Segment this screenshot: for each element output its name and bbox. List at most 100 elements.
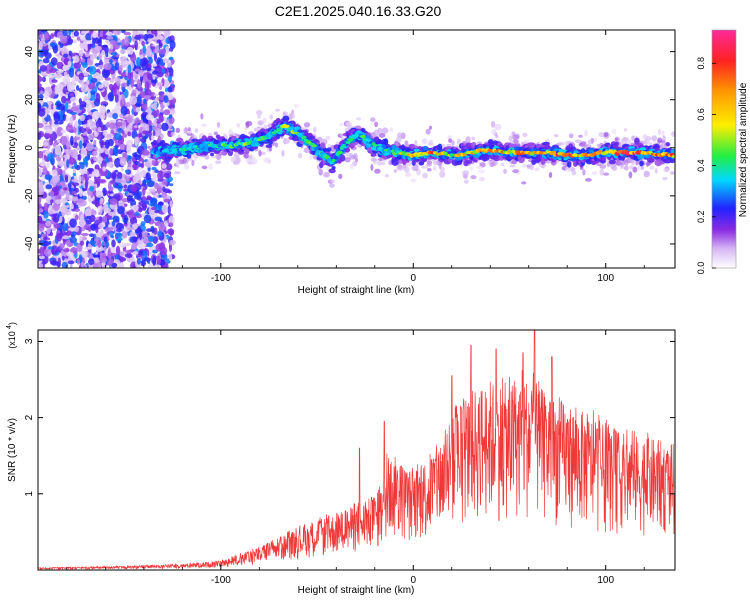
- spectrogram-cell: [95, 173, 100, 177]
- spectrogram-cell: [65, 192, 70, 200]
- spectrogram-cell: [89, 233, 95, 237]
- spectrogram-cell: [470, 175, 477, 180]
- spectrogram-cell: [134, 194, 142, 200]
- spectrogram-cell: [123, 31, 131, 36]
- spectrogram-cell: [603, 172, 610, 176]
- spectrogram-cell: [52, 175, 61, 183]
- spectrogram-cell: [158, 85, 163, 91]
- spectrogram-cell: [39, 65, 48, 72]
- spectrogram-cell: [146, 47, 153, 57]
- spectrogram-cell: [105, 121, 111, 128]
- spectrogram-cell: [245, 120, 253, 127]
- spectrogram-cell: [108, 211, 116, 216]
- spectrogram-cell: [97, 126, 102, 133]
- spectrogram-cell: [462, 170, 470, 176]
- spectrogram-cell: [183, 127, 188, 134]
- spectrogram-cell: [48, 208, 56, 214]
- spectrogram-cell: [665, 142, 670, 147]
- spectrogram-cell: [584, 129, 588, 137]
- spectrogram-cell: [93, 254, 100, 258]
- spectrogram-cell: [133, 125, 138, 129]
- spectrogram-cell: [98, 84, 104, 89]
- spectrogram-cell: [74, 214, 79, 221]
- spectrogram-cell: [79, 162, 85, 170]
- spectrogram-cell: [344, 157, 351, 163]
- spectrogram-cell: [427, 168, 432, 172]
- spectrogram-cell: [73, 55, 80, 63]
- spectrogram-cell: [110, 44, 114, 50]
- spectrogram-cell: [67, 260, 75, 265]
- spectrogram-cell: [157, 30, 163, 35]
- spectrogram-cell: [112, 113, 118, 120]
- spectrogram-cell: [184, 162, 190, 170]
- spectrogram-cell: [38, 222, 45, 232]
- spectrogram-cell: [57, 263, 61, 267]
- spectrogram-cell: [98, 211, 102, 215]
- spectrogram-cell: [70, 135, 74, 146]
- spectrogram-cell: [120, 176, 127, 187]
- spectrogram-cell: [263, 157, 271, 164]
- spectrogram-cell: [69, 218, 77, 228]
- spectrogram-cell: [146, 242, 154, 248]
- spectrogram-cell: [129, 95, 138, 105]
- spectrogram-cell: [628, 171, 633, 179]
- spectrogram-cell: [322, 172, 330, 178]
- spectrogram-cell: [47, 246, 54, 250]
- spectrogram-cell: [48, 68, 57, 73]
- spectrogram-cell: [298, 152, 303, 159]
- spectrogram-cell: [217, 121, 220, 128]
- spectrogram-cell: [51, 186, 60, 192]
- spectrogram-cell: [168, 56, 174, 61]
- spectrogram-cell: [57, 160, 66, 167]
- spectrogram-cell: [153, 118, 158, 128]
- spectrogram-cell: [120, 167, 125, 172]
- spectrogram-cell: [85, 101, 93, 111]
- spectrogram-cell: [128, 155, 132, 159]
- spectrogram-cell: [161, 122, 169, 132]
- spectrogram-cell: [71, 76, 76, 87]
- spectrogram-cell: [48, 204, 53, 210]
- spectrogram-cell: [109, 186, 114, 192]
- spectrogram-cell: [639, 160, 644, 167]
- spectrogram-cell: [121, 38, 125, 48]
- spectrogram-cell: [51, 260, 59, 266]
- spectrogram-cell: [55, 72, 63, 79]
- spectrogram-cell: [54, 199, 62, 205]
- spectrogram-cell: [258, 149, 262, 157]
- spectrogram-cell: [111, 239, 116, 248]
- spectrogram-cell: [102, 44, 108, 48]
- spectrogram-cell: [599, 168, 605, 176]
- spectrogram-cell: [598, 132, 605, 138]
- spectrogram-cell: [489, 161, 495, 168]
- spectrogram-cell: [139, 232, 143, 240]
- spectrogram-cell: [548, 172, 553, 178]
- spectrogram-cell: [163, 95, 169, 103]
- spectrogram-cell: [155, 203, 162, 212]
- spectrogram-cell: [156, 39, 162, 44]
- spectrogram-cell: [71, 196, 79, 202]
- spectrogram-cell: [74, 120, 79, 129]
- spectrogram-cell: [508, 135, 513, 142]
- spectrogram-cell: [162, 186, 166, 193]
- spectrogram-cell: [140, 221, 146, 227]
- spectrogram-cell: [99, 30, 104, 38]
- spectrogram-cell: [84, 224, 90, 230]
- spectrogram-cell: [116, 171, 123, 180]
- spectrogram-cell: [494, 123, 502, 131]
- spectrogram-cell: [355, 158, 358, 163]
- spectrogram-cell: [115, 185, 124, 189]
- spectrogram-cell: [130, 184, 138, 192]
- spectrogram-cell: [69, 92, 74, 98]
- spectrogram-cell: [52, 142, 57, 148]
- spectrogram-cell: [154, 216, 163, 222]
- spectrogram-cell: [139, 260, 147, 267]
- spectrogram-cell: [170, 131, 176, 137]
- spectrogram-cell: [164, 73, 169, 78]
- spectrogram-cell: [522, 164, 527, 168]
- spectrogram-cell: [587, 139, 593, 145]
- spectrogram-cell: [124, 203, 128, 207]
- spectrogram-cell: [123, 214, 128, 225]
- spectrogram-cell: [105, 31, 113, 36]
- spectrogram-cell: [201, 165, 208, 170]
- spectrogram-cell: [372, 156, 376, 162]
